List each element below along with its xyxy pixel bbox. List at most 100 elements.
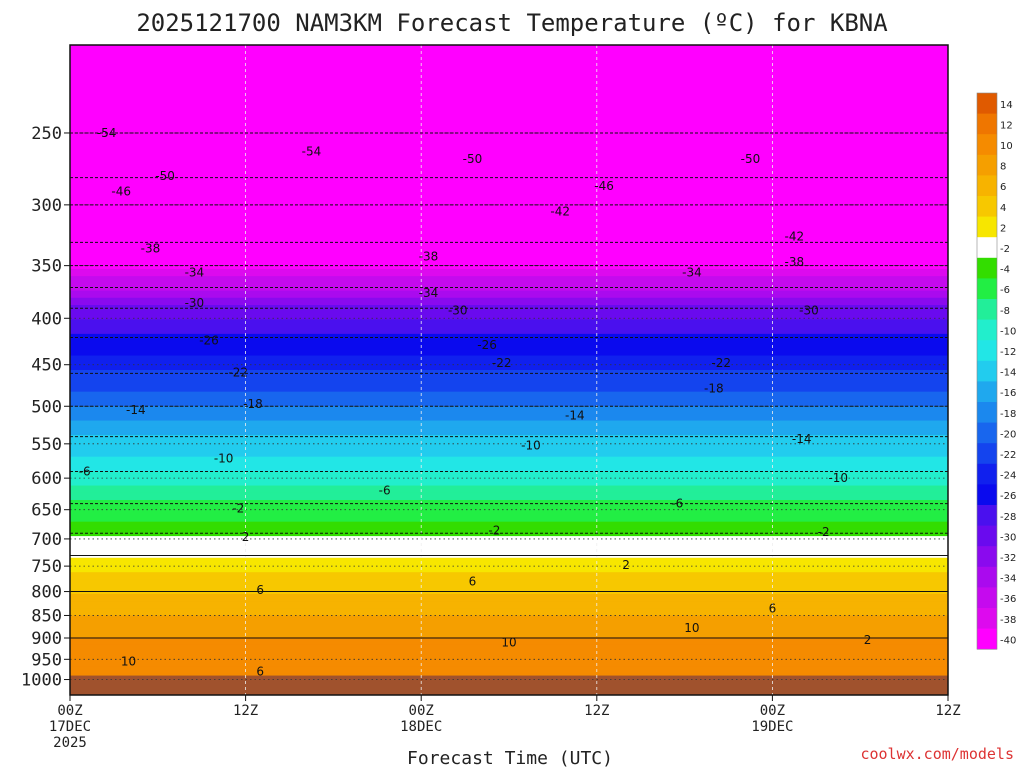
temperature-band xyxy=(70,196,948,205)
temperature-band xyxy=(70,225,948,234)
colorbar-label: -12 xyxy=(1000,347,1016,358)
temperature-band xyxy=(70,182,948,191)
contour-label: -22 xyxy=(492,356,512,370)
temperature-band xyxy=(70,413,948,422)
y-tick-label: 750 xyxy=(31,557,62,577)
y-tick-label: 900 xyxy=(31,629,62,649)
colorbar-swatch xyxy=(977,628,997,650)
temperature-band xyxy=(70,471,948,479)
temperature-band xyxy=(70,261,948,270)
y-tick-label: 1000 xyxy=(21,671,62,691)
temperature-band xyxy=(70,81,948,89)
y-tick-label: 950 xyxy=(31,650,62,670)
colorbar-label: -36 xyxy=(1000,594,1016,605)
temperature-band xyxy=(70,160,948,169)
contour-label: -10 xyxy=(214,452,234,466)
temperature-band xyxy=(70,492,948,501)
temperature-band xyxy=(70,117,948,126)
temperature-band xyxy=(70,572,948,581)
contour-label: -10 xyxy=(521,438,541,452)
plot-frame xyxy=(69,44,949,696)
colorbar-swatch xyxy=(977,566,997,588)
contour-label: 10 xyxy=(684,621,699,635)
temperature-band xyxy=(70,651,948,660)
y-tick-label: 600 xyxy=(31,469,62,489)
temperature-band xyxy=(70,283,948,292)
colorbar-label: 6 xyxy=(1000,182,1006,193)
contour-label: -38 xyxy=(785,255,805,269)
contour-label: -34 xyxy=(682,265,702,279)
y-tick-label: 350 xyxy=(31,257,62,277)
colorbar-label: 8 xyxy=(1000,162,1006,173)
temperature-band xyxy=(70,362,948,371)
colorbar-swatch xyxy=(977,319,997,341)
temperature-band xyxy=(70,276,948,284)
contour-label: 6 xyxy=(256,583,264,597)
y-tick-label: 700 xyxy=(31,530,62,550)
temperature-band xyxy=(70,384,948,393)
site-credit[interactable]: coolwx.com/models xyxy=(860,745,1014,763)
contour-label: -34 xyxy=(185,265,205,279)
x-tick-label: 00Z xyxy=(57,703,82,719)
colorbar-swatch xyxy=(977,93,997,114)
colorbar-swatch xyxy=(977,257,997,279)
temperature-band xyxy=(70,146,948,154)
y-tick-label: 300 xyxy=(31,196,62,216)
temperature-band xyxy=(70,240,948,248)
colorbar-swatch xyxy=(977,216,997,238)
temperature-band xyxy=(70,333,948,342)
x-tick-label: 12Z xyxy=(584,703,609,719)
contour-label: 10 xyxy=(501,635,516,649)
temperature-band xyxy=(70,268,948,277)
contour-label: 2 xyxy=(242,530,250,544)
colorbar-swatch xyxy=(977,587,997,609)
colorbar-swatch xyxy=(977,402,997,423)
y-tick-label: 400 xyxy=(31,309,62,329)
colorbar-frame xyxy=(976,92,998,650)
temperature-band xyxy=(70,449,948,458)
temperature-band xyxy=(70,45,948,53)
temperature-band xyxy=(70,435,948,443)
colorbar-label: -32 xyxy=(1000,553,1016,564)
x-tick-label: 00Z xyxy=(760,703,785,719)
grid-lines xyxy=(70,45,948,695)
temperature-band xyxy=(70,290,948,299)
contour-label: -50 xyxy=(741,152,761,166)
x-tick-year: 2025 xyxy=(53,735,87,751)
temperature-band xyxy=(70,95,948,104)
temperature-band xyxy=(70,406,948,414)
contour-label: -42 xyxy=(550,204,570,218)
temperature-band xyxy=(70,557,948,566)
temperature-band xyxy=(70,622,948,631)
colorbar-label: 10 xyxy=(1000,141,1013,152)
temperature-band xyxy=(70,377,948,386)
colorbar-label: -24 xyxy=(1000,471,1016,482)
x-tick-date: 17DEC xyxy=(49,719,91,735)
temperature-band xyxy=(70,644,948,653)
contour-label: -2 xyxy=(818,525,830,539)
colorbar-label: -38 xyxy=(1000,615,1016,626)
plot-area xyxy=(70,45,948,695)
temperature-band xyxy=(70,630,948,638)
temperature-band xyxy=(70,398,948,407)
temperature-band xyxy=(70,341,948,349)
contour-label: 6 xyxy=(769,601,777,615)
temperature-band xyxy=(70,370,948,378)
contour-label: 6 xyxy=(256,665,264,679)
colorbar-label: -34 xyxy=(1000,574,1016,585)
colorbar-label: -30 xyxy=(1000,532,1016,543)
colorbar-label: -22 xyxy=(1000,450,1016,461)
temperature-band xyxy=(70,565,948,573)
temperature-band xyxy=(70,232,948,241)
temperature-band xyxy=(70,601,948,609)
contour-label: -46 xyxy=(111,184,131,198)
pressure-axis: 250 300 350 400 450 500 550 600 650 700 750 800 850 9… xyxy=(21,124,70,691)
contour-label: -42 xyxy=(785,229,805,243)
colorbar-label: -14 xyxy=(1000,368,1016,379)
contour-label: -2 xyxy=(488,523,500,537)
temperature-band xyxy=(70,485,948,494)
colorbar-legend: 14 12 10 8 6 4 2 -2 -4 -6 -8 -10 -12 -14 -16 -18 -20 -22 -… xyxy=(976,92,1016,650)
colorbar-label: -20 xyxy=(1000,429,1016,440)
chart-title: 2025121700 NAM3KM Forecast Temperature (… xyxy=(136,9,888,37)
